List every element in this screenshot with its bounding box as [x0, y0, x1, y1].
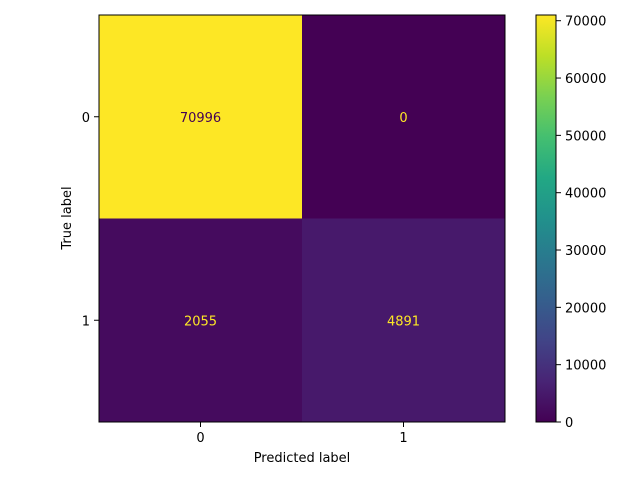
plot-frame — [98, 14, 506, 423]
colorbar-tick-label: 50000 — [565, 129, 606, 144]
matrix-cell-1-0 — [99, 218, 303, 423]
x-axis-label: Predicted label — [254, 451, 351, 466]
colorbar-ticks: 0 10000 20000 30000 40000 50000 60000 70000 — [556, 15, 606, 431]
cell-value-1-0: 2055 — [184, 314, 217, 329]
x-tick-label: 1 — [399, 431, 407, 446]
cell-value-0-1: 0 — [399, 111, 407, 126]
colorbar — [535, 14, 557, 423]
y-axis-ticks: 01 — [82, 111, 99, 329]
colorbar-tick-label: 30000 — [565, 244, 606, 259]
colorbar-tick-label: 40000 — [565, 187, 606, 202]
cell-value-1-1: 4891 — [387, 314, 420, 329]
x-tick-label: 0 — [196, 431, 204, 446]
y-tick-label: 0 — [82, 111, 90, 126]
matrix-cells: 70996 0 2055 4891 — [99, 15, 506, 423]
matrix-cell-0-1 — [302, 15, 506, 219]
colorbar-tick-label: 70000 — [565, 15, 606, 30]
y-axis-label: True label — [60, 186, 75, 250]
matrix-cell-0-0 — [99, 15, 303, 219]
colorbar-tick-label: 60000 — [565, 72, 606, 87]
y-tick-label: 1 — [82, 314, 90, 329]
matrix-cell-1-1 — [302, 218, 506, 423]
colorbar-tick-label: 10000 — [565, 359, 606, 374]
colorbar-tick-label: 20000 — [565, 301, 606, 316]
cell-value-0-0: 70996 — [180, 111, 221, 126]
colorbar-tick-label: 0 — [565, 416, 573, 431]
